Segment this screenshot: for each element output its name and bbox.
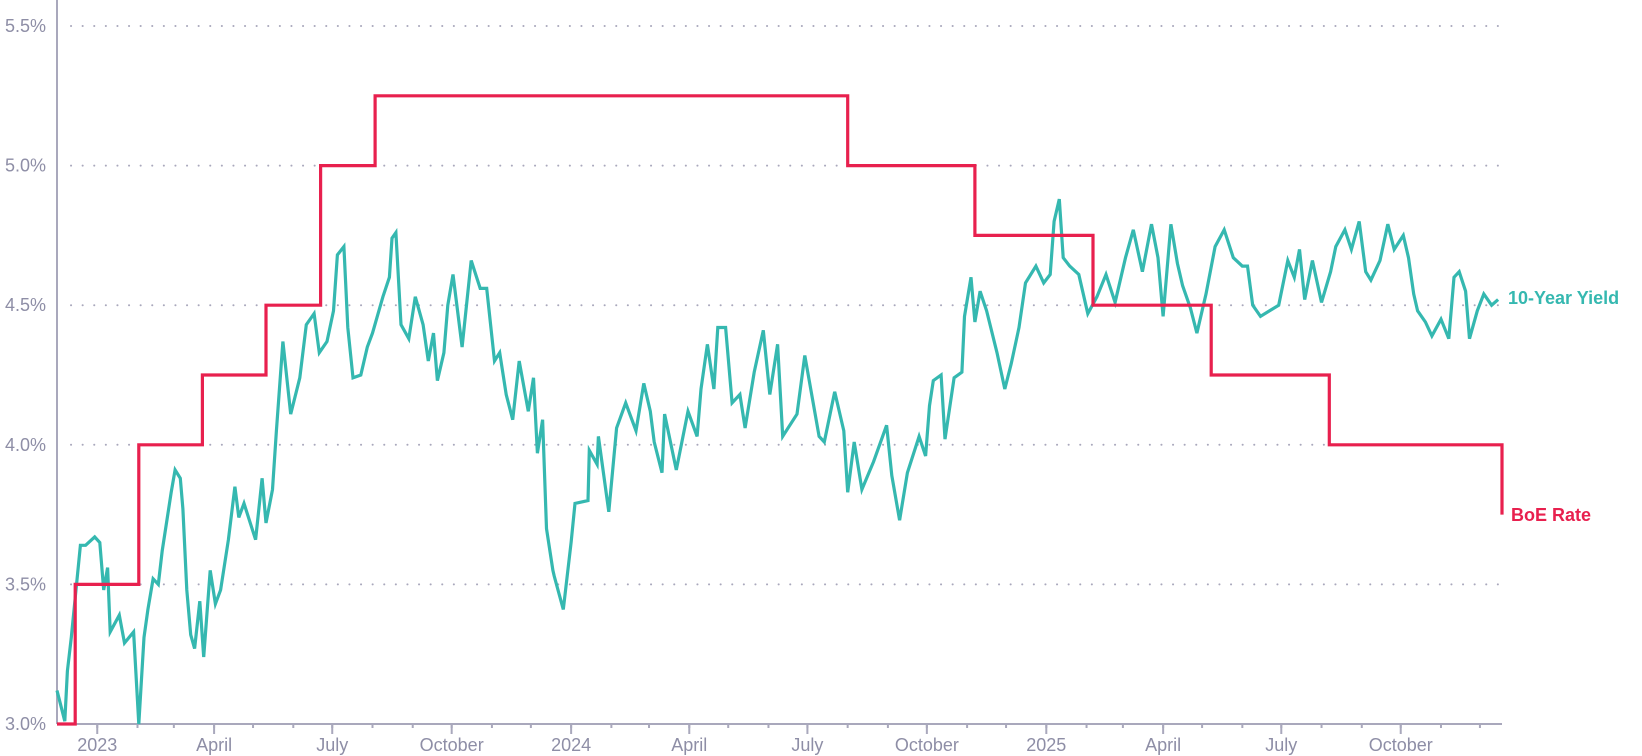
x-tick-label: April — [196, 735, 232, 755]
x-axis: 2023 April July October 2024 April July October… — [57, 723, 1502, 755]
x-tick-label: October — [895, 735, 959, 755]
x-tick-label: 2024 — [551, 735, 591, 755]
x-tick-label: July — [316, 735, 348, 755]
series-line-10-year-yield — [55, 198, 1500, 725]
x-tick-label: October — [1369, 735, 1433, 755]
x-tick-label: July — [1265, 735, 1297, 755]
series-line-boe-rate — [57, 94, 1504, 726]
x-tick-label: October — [420, 735, 484, 755]
x-tick-label: April — [1145, 735, 1181, 755]
y-tick-label: 5.5% — [5, 16, 46, 36]
x-tick-label: 2025 — [1026, 735, 1066, 755]
y-axis: 3.0% 3.5% 4.0% 4.5% 5.0% 5.5% — [5, 0, 58, 734]
y-tick-label: 4.5% — [5, 295, 46, 315]
series-label-boe-rate: BoE Rate — [1511, 505, 1591, 525]
y-tick-label: 5.0% — [5, 156, 46, 176]
series-label-10-year-yield: 10-Year Yield — [1508, 288, 1619, 308]
y-tick-label: 4.0% — [5, 435, 46, 455]
x-tick-label: April — [671, 735, 707, 755]
y-tick-label: 3.5% — [5, 574, 46, 594]
series — [55, 94, 1504, 726]
x-tick-label: 2023 — [77, 735, 117, 755]
x-tick-label: July — [791, 735, 823, 755]
y-tick-label: 3.0% — [5, 714, 46, 734]
